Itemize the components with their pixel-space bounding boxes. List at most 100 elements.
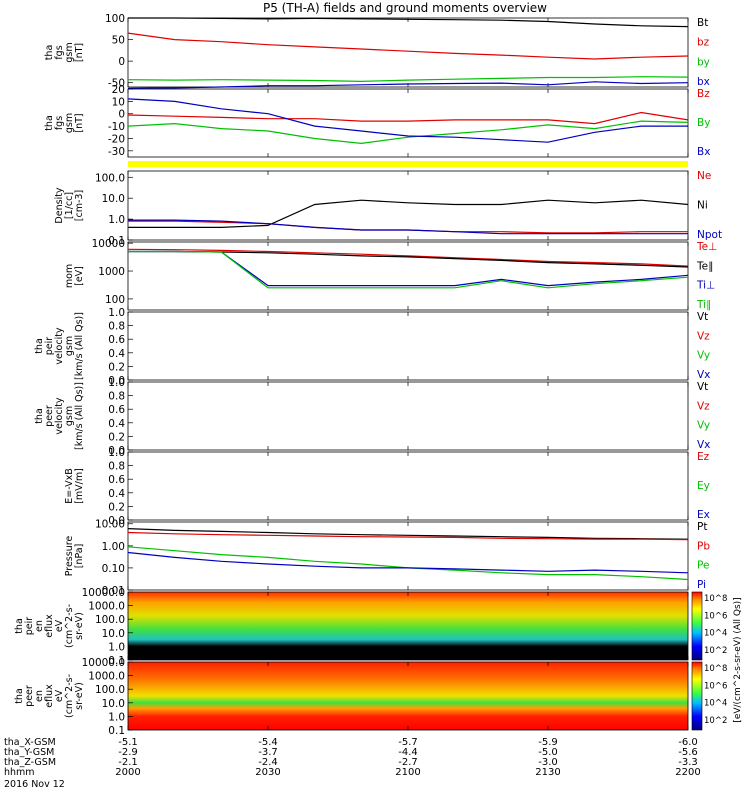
- x-axis-value: -5.1: [118, 737, 138, 748]
- legend-entry: Ti∥: [696, 299, 711, 311]
- x-axis-value: 2200: [675, 767, 700, 778]
- series-line-Ti∥: [128, 250, 689, 289]
- y-axis-label: [mV/m]: [74, 468, 85, 504]
- x-axis-value: -3.7: [258, 747, 278, 758]
- y-axis-label: fgs: [54, 116, 65, 130]
- spectrogram-image: [128, 592, 688, 660]
- legend-entry: Ex: [697, 509, 710, 521]
- y-tick-label: 10000.0: [82, 657, 125, 669]
- x-axis-row-label: hhmm: [4, 767, 35, 778]
- y-tick-label: 0.0: [108, 445, 125, 457]
- series-line-bx: [127, 81, 689, 89]
- y-axis-label: gsm: [64, 113, 75, 133]
- y-axis-label: eV: [54, 619, 65, 632]
- y-axis-label: [1/cc]: [64, 192, 75, 219]
- y-tick-label: 100: [105, 13, 125, 25]
- x-axis-date: 2016 Nov 12: [4, 779, 65, 790]
- y-tick-label: 1000: [98, 266, 125, 278]
- y-tick-label: 0.0: [108, 375, 125, 387]
- y-tick-label: 0.2: [108, 501, 125, 513]
- panel-frame: [127, 17, 689, 88]
- series-line-bz: [127, 32, 689, 60]
- y-axis-label: [nT]: [74, 43, 85, 62]
- y-tick-label: 100.0: [95, 614, 125, 626]
- x-axis-value: 2030: [255, 767, 280, 778]
- y-axis-label: gsm: [64, 406, 75, 426]
- y-tick-label: 1.0: [108, 377, 125, 389]
- y-axis-label: sr-eV): [74, 612, 85, 640]
- legend-entry: Te⊥: [696, 241, 717, 253]
- x-axis-value: -3.3: [678, 757, 698, 768]
- x-axis-value: -5.4: [258, 737, 278, 748]
- y-tick-label: 0: [118, 109, 125, 121]
- x-axis-row-label: tha_Z-GSM: [4, 757, 56, 768]
- panel-frame: [127, 451, 689, 521]
- y-tick-label: 0.4: [108, 488, 125, 500]
- y-axis-label: [eV]: [74, 266, 85, 286]
- legend-entry: Vy: [697, 420, 710, 432]
- y-tick-label: 1.0: [108, 711, 125, 723]
- y-tick-label: 0.1: [108, 725, 125, 737]
- legend-entry: Pb: [697, 540, 710, 552]
- y-tick-label: 0.8: [108, 391, 125, 403]
- y-tick-label: 100.0: [95, 172, 125, 184]
- y-tick-label: 1000.0: [88, 671, 125, 683]
- y-axis-label: eV: [54, 689, 65, 702]
- y-tick-label: -10: [108, 121, 125, 133]
- y-tick-label: 0.2: [108, 361, 125, 373]
- y-axis-label: (cm^2-s-: [64, 604, 75, 648]
- y-axis-label: tha: [14, 618, 25, 634]
- legend-entry: Vy: [697, 350, 710, 362]
- y-axis-label: velocity: [54, 327, 65, 365]
- legend-entry: Ey: [697, 480, 710, 492]
- x-axis-value: -2.4: [258, 757, 278, 768]
- colorbar-tick-label: 10^6: [704, 611, 727, 621]
- colorbar-tick-label: 10^4: [704, 699, 727, 709]
- series-line-by: [127, 76, 689, 83]
- legend-entry: Pi: [697, 579, 706, 591]
- series-line-Pi: [127, 551, 689, 574]
- x-axis-value: 2000: [115, 767, 140, 778]
- y-axis-label: eflux: [44, 684, 55, 708]
- y-axis-label: peer: [24, 685, 35, 707]
- legend-entry: Vt: [697, 311, 708, 323]
- y-axis-label: en: [34, 620, 45, 632]
- y-tick-label: 0: [118, 56, 125, 68]
- legend-entry: Ez: [697, 451, 710, 463]
- x-axis-labels: tha_X-GSM -5.1 -5.4 -5.7 -5.9 -6.0 tha_Y-GSM -2…: [4, 737, 701, 790]
- series-line-By: [127, 120, 689, 145]
- y-axis-label: tha: [14, 688, 25, 704]
- y-axis-label: mom: [64, 264, 75, 288]
- series-line-Ni: [128, 199, 689, 228]
- colorbar: [691, 661, 703, 731]
- y-tick-label: 50: [112, 35, 125, 47]
- y-tick-label: 10.00: [95, 519, 125, 531]
- series-line-Te⊥: [127, 248, 689, 267]
- legend-entry: Ti⊥: [696, 280, 715, 292]
- series-line-Bt: [128, 17, 689, 28]
- series-line-Npot: [128, 219, 688, 235]
- y-axis-label: tha: [34, 338, 45, 354]
- y-tick-label: 0.10: [102, 563, 125, 575]
- y-axis-label: Pressure: [64, 536, 75, 577]
- x-axis-value: -2.7: [398, 757, 418, 768]
- y-tick-label: 0.6: [108, 404, 125, 416]
- panel-temperature: 100 1000 10000 mom [eV] Te⊥ Te∥ Ti⊥ Ti∥: [64, 238, 717, 311]
- y-axis-label: velocity: [54, 397, 65, 435]
- y-tick-label: -50: [108, 78, 125, 90]
- series-line-Bz: [127, 111, 689, 125]
- y-tick-label: 0.2: [108, 431, 125, 443]
- colorbar-tick-label: 10^2: [704, 716, 727, 726]
- y-tick-label: 0.01: [102, 585, 125, 597]
- y-axis-label: tha: [34, 408, 45, 424]
- panel-frame: [127, 88, 689, 158]
- y-axis-label: peir: [44, 337, 55, 356]
- legend-entry: Vx: [697, 369, 710, 381]
- y-tick-label: 0.6: [108, 474, 125, 486]
- panel-peer-velocity: 0.0 0.20.4 0.60.8 1.0 tha peer velocity gsm [km/…: [34, 377, 710, 457]
- x-axis-value: 2130: [535, 767, 560, 778]
- y-tick-label: 10000: [92, 238, 125, 250]
